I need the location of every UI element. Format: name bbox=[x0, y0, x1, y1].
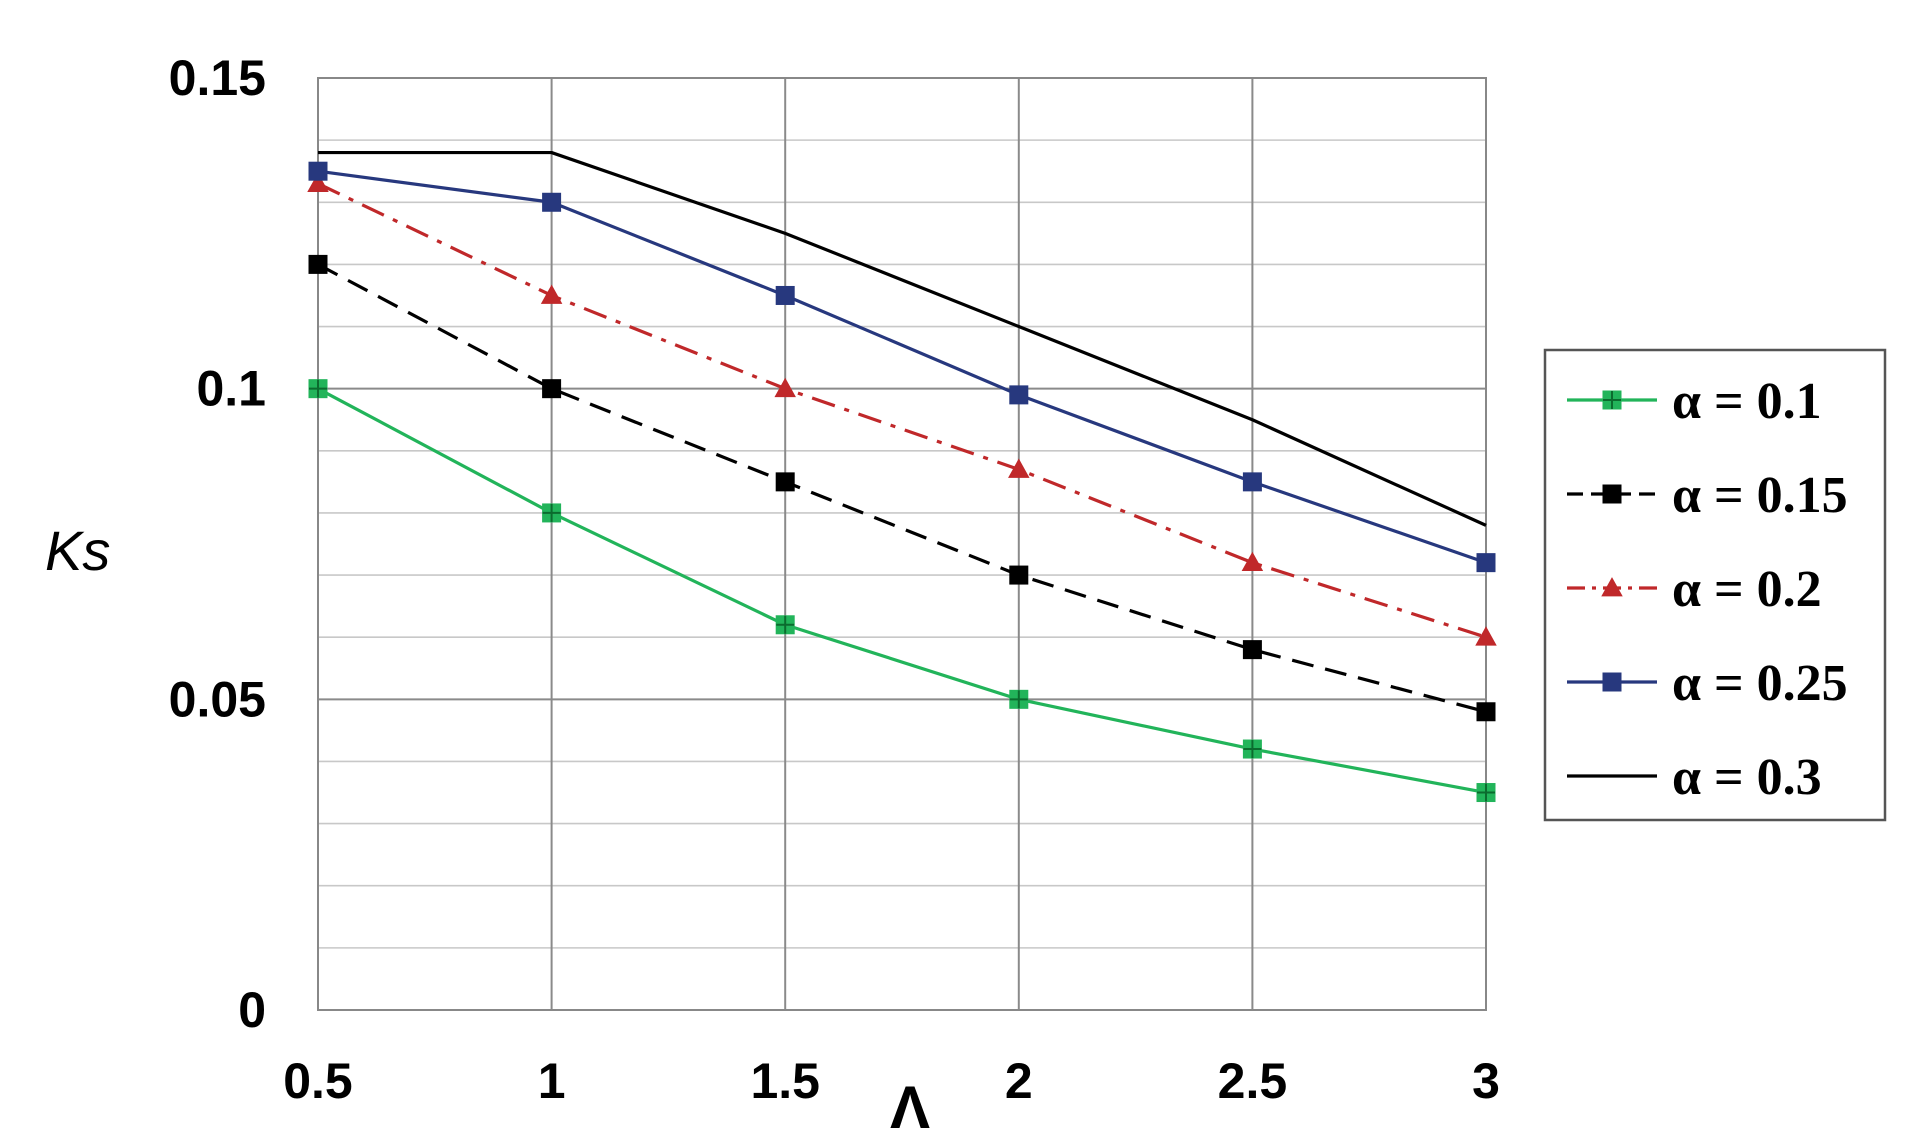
series-markers bbox=[307, 161, 1497, 803]
x-tick-label: 0.5 bbox=[283, 1053, 353, 1109]
series-marker bbox=[1602, 672, 1622, 692]
series-marker bbox=[308, 254, 328, 274]
y-axis-title: Ks bbox=[45, 519, 110, 582]
x-tick-label: 2.5 bbox=[1218, 1053, 1288, 1109]
y-tick-labels: 0 0.05 0.1 0.15 bbox=[169, 50, 266, 1038]
x-tick-label: 1 bbox=[538, 1053, 566, 1109]
series-marker bbox=[1009, 385, 1029, 405]
x-tick-label: 3 bbox=[1472, 1053, 1500, 1109]
series-line-1 bbox=[317, 262, 1487, 714]
series-marker bbox=[1242, 472, 1262, 492]
x-axis-title: Λ bbox=[890, 1074, 930, 1141]
legend-label: α = 0.15 bbox=[1672, 467, 1848, 524]
y-tick-label: 0.1 bbox=[196, 361, 266, 417]
legend-label: α = 0.1 bbox=[1672, 373, 1822, 430]
series-marker bbox=[1601, 577, 1623, 597]
series-marker bbox=[307, 172, 329, 193]
y-tick-label: 0 bbox=[238, 982, 266, 1038]
series-marker bbox=[542, 192, 562, 212]
series-lines bbox=[317, 150, 1487, 795]
series-line-4 bbox=[318, 150, 1487, 527]
plot-frame bbox=[317, 77, 1487, 1011]
y-tick-label: 0.15 bbox=[169, 50, 266, 106]
series-marker bbox=[1476, 702, 1496, 722]
series-marker bbox=[540, 284, 563, 304]
series-marker bbox=[1475, 626, 1497, 646]
y-tick-label: 0.05 bbox=[169, 671, 266, 727]
legend-label: α = 0.3 bbox=[1672, 749, 1822, 806]
legend-box bbox=[1543, 348, 1887, 822]
legend-label: α = 0.2 bbox=[1672, 561, 1822, 618]
series-line-3 bbox=[317, 169, 1487, 565]
x-tick-labels: 0.5 1 1.5 2 2.5 3 bbox=[283, 1053, 1500, 1109]
series-marker bbox=[1241, 551, 1264, 572]
series-marker bbox=[1602, 484, 1622, 504]
series-marker bbox=[774, 377, 796, 398]
x-tick-label: 1.5 bbox=[750, 1053, 820, 1109]
series-line-2 bbox=[317, 182, 1487, 639]
series-marker bbox=[542, 379, 562, 399]
series-marker bbox=[1008, 458, 1030, 478]
series-marker bbox=[775, 472, 795, 492]
series-marker bbox=[1476, 553, 1496, 573]
series-marker bbox=[1009, 565, 1029, 585]
series-marker bbox=[775, 285, 795, 305]
grid bbox=[317, 77, 1487, 1011]
legend: α = 0.1 α = 0.15 α = 0.2 α = 0.25 α = 0.3 bbox=[1543, 348, 1887, 822]
series-line-0 bbox=[317, 387, 1487, 795]
x-tick-label: 2 bbox=[1005, 1053, 1033, 1109]
series-marker bbox=[1242, 640, 1262, 660]
legend-label: α = 0.25 bbox=[1672, 655, 1848, 712]
series-marker bbox=[308, 161, 328, 181]
